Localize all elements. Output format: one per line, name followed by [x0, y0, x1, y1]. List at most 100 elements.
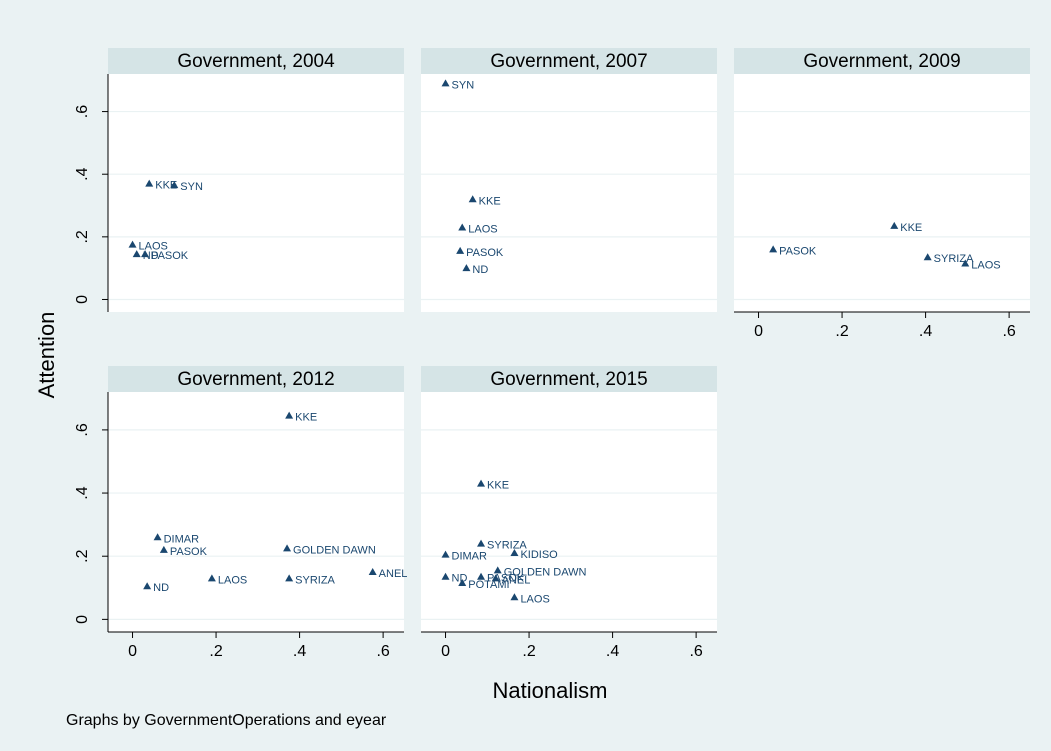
data-point-label: DIMAR [452, 551, 488, 563]
data-point-label: POTAMI [468, 579, 509, 591]
x-tick-label: 0 [128, 643, 137, 660]
data-point-marker [441, 550, 450, 558]
data-point-marker [159, 545, 168, 553]
figure-note: Graphs by GovernmentOperations and eyear [66, 712, 387, 729]
panel-header [421, 48, 717, 74]
data-point-label: KKE [487, 480, 509, 492]
data-point-label: ANEL [502, 574, 531, 586]
data-point-marker [153, 533, 162, 541]
y-tick-label: .4 [74, 167, 91, 180]
panel-header [734, 48, 1030, 74]
data-point-label: ND [452, 573, 468, 585]
plot-area [108, 392, 404, 632]
panel-title: Government, 2004 [177, 51, 335, 72]
data-point-label: ANEL [379, 568, 408, 580]
x-tick-label: .4 [293, 643, 306, 660]
data-point-marker [491, 574, 500, 582]
data-point-marker [477, 479, 486, 487]
data-point-marker [441, 79, 450, 87]
data-point-label: LAOS [139, 241, 168, 253]
data-point-marker [477, 572, 486, 580]
y-tick-label: .2 [74, 230, 91, 243]
x-tick-label: .6 [1002, 323, 1015, 340]
data-point-marker [283, 544, 292, 552]
data-point-marker [468, 195, 477, 203]
data-point-marker [128, 240, 137, 248]
panel-title: Government, 2012 [177, 369, 334, 390]
data-point-marker [207, 574, 216, 582]
x-tick-label: 0 [441, 643, 450, 660]
x-tick-label: .4 [919, 323, 932, 340]
data-point-marker [368, 568, 377, 575]
data-point-label: PASOK [170, 546, 208, 558]
data-point-label: PASOK [779, 245, 817, 257]
data-point-marker [458, 579, 467, 587]
data-point-marker [456, 246, 465, 254]
panel-header [108, 48, 404, 74]
data-point-label: PASOK [466, 247, 504, 259]
y-tick-label: .6 [74, 423, 91, 436]
x-axis-title: Nationalism [493, 678, 608, 703]
panel-3: Government, 2009 0 .2 .4 .6 KKE PASOK SYRIZALAO… [734, 48, 1030, 340]
data-point-label: ND [153, 582, 169, 594]
data-point-label: SYN [452, 79, 475, 91]
data-point-label: SYRIZA [934, 253, 974, 265]
y-tick-label: .6 [74, 105, 91, 118]
data-point-label: LAOS [468, 223, 497, 235]
data-point-marker [285, 411, 294, 419]
plot-area [421, 392, 717, 632]
panel-title: Government, 2007 [490, 51, 647, 72]
data-point-label: DIMAR [164, 533, 200, 545]
data-point-label: PASOK [151, 250, 189, 262]
y-tick-label: 0 [74, 295, 91, 304]
data-point-marker [170, 181, 179, 189]
data-point-marker [145, 179, 154, 187]
data-point-label: KKE [155, 180, 177, 192]
x-tick-label: .2 [835, 323, 848, 340]
data-point-marker [132, 250, 141, 258]
data-point-label: KKE [900, 222, 922, 234]
data-point-label: SYRIZA [487, 540, 527, 552]
data-point-label: SYRIZA [295, 574, 335, 586]
data-point-marker [143, 582, 152, 590]
data-point-marker [769, 245, 778, 253]
x-tick-label: 0 [754, 323, 763, 340]
data-point-label: SYN [180, 181, 203, 193]
data-point-marker [510, 593, 519, 601]
panel-header [108, 366, 404, 392]
data-point-marker [477, 539, 486, 547]
x-tick-label: .4 [606, 643, 619, 660]
data-point-label: KIDISO [520, 549, 558, 561]
data-point-label: KKE [295, 412, 317, 424]
panel-title: Government, 2009 [803, 51, 960, 72]
data-point-label: GOLDEN DAWN [293, 544, 376, 556]
panel-2: Government, 2007 SYN KKE LAOS PASOK ND [421, 48, 717, 312]
data-point-marker [441, 572, 450, 580]
data-point-marker [493, 566, 502, 574]
data-point-label: KKE [479, 195, 501, 207]
y-tick-label: .4 [74, 486, 91, 499]
panel-header [421, 366, 717, 392]
data-point-label: LAOS [971, 259, 1000, 271]
x-tick-label: .2 [522, 643, 535, 660]
x-tick-label: .6 [689, 643, 702, 660]
plot-area [421, 74, 717, 312]
data-point-label: PASOK [487, 573, 525, 585]
data-point-marker [890, 221, 899, 229]
panel-title: Government, 2015 [490, 369, 647, 390]
y-axis-title: Attention [34, 312, 59, 399]
data-point-marker [458, 223, 467, 231]
data-point-label: LAOS [520, 593, 549, 605]
panel-4: Government, 2012 0 .2 .4 .6 0 .2 .4 .6 KKE DIMARPA… [74, 366, 407, 660]
data-point-marker [285, 574, 294, 582]
y-tick-label: 0 [74, 615, 91, 624]
data-point-marker [961, 259, 970, 267]
data-point-label: GOLDEN DAWN [504, 566, 587, 578]
data-point-marker [923, 253, 932, 261]
data-point-label: LAOS [218, 574, 247, 586]
x-tick-label: .6 [376, 643, 389, 660]
